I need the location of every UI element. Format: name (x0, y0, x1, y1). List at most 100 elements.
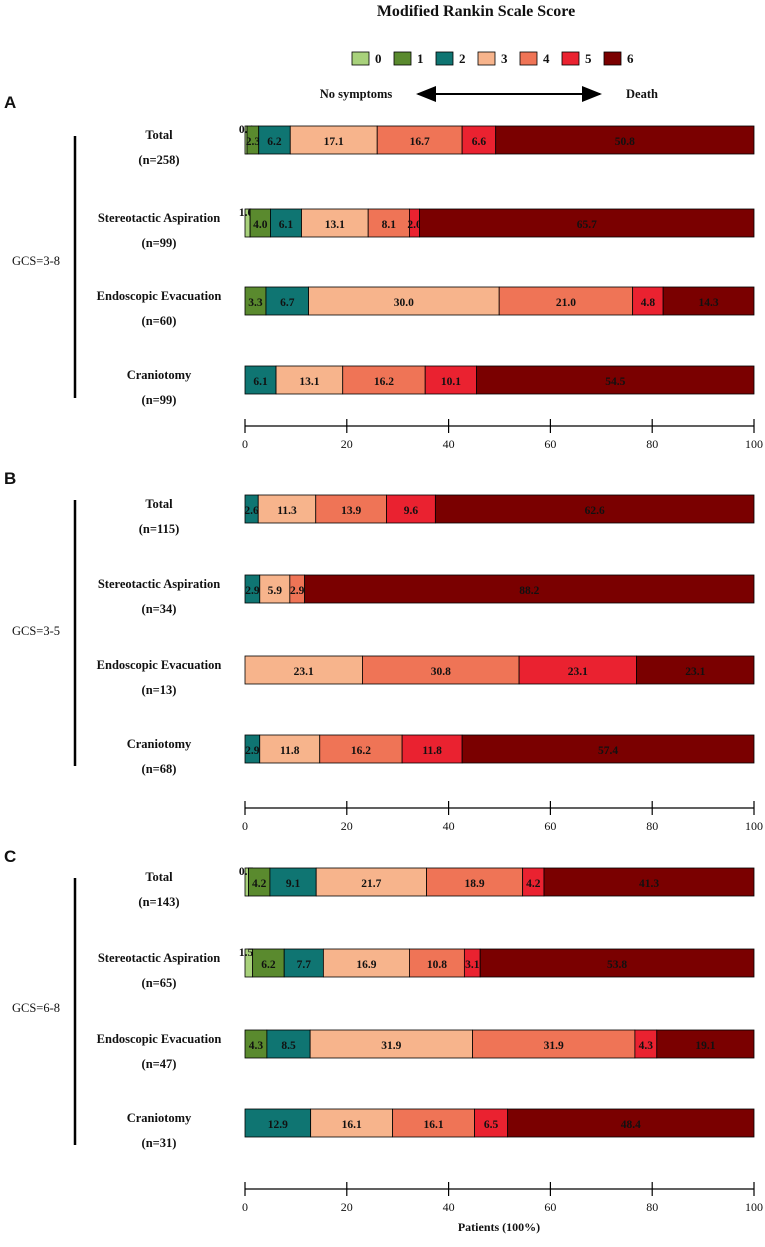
bar-value-label: 9.1 (286, 878, 301, 890)
bar-segment-mrs-2 (244, 1108, 312, 1138)
bar-segment-mrs-4 (409, 948, 465, 978)
bar-value-label: 16.2 (374, 376, 394, 388)
group-label: GCS=3-8 (12, 254, 60, 268)
bar-segment-mrs-6 (461, 734, 755, 764)
bar-value-label: 6.1 (279, 219, 294, 231)
bar-segment-mrs-2 (269, 867, 317, 897)
bar-value-label: 2.9 (245, 745, 260, 757)
bar-segment-mrs-5 (518, 655, 637, 685)
bar-value-label: 4.2 (252, 878, 267, 890)
bar-value-label: 2.3 (246, 136, 261, 148)
x-tick-label: 20 (341, 1200, 353, 1214)
legend-label-4: 4 (543, 51, 550, 66)
bar-segment-mrs-6 (495, 125, 755, 155)
bar-segment-mrs-2 (270, 208, 302, 238)
row-label-name: Stereotactic Aspiration (98, 577, 220, 591)
bar-value-label: 31.9 (544, 1040, 564, 1052)
bar-segment-mrs-6 (476, 365, 755, 395)
legend-swatch-2 (435, 51, 454, 66)
row-label-name: Stereotactic Aspiration (98, 951, 220, 965)
bar-row: Craniotomy (n=68) 2.9 11.8 16.2 11.8 57.4 (127, 734, 755, 776)
bar-value-label: 9.6 (404, 505, 419, 517)
panel-letter-B: B (4, 469, 16, 488)
bar-value-label: 48.4 (621, 1119, 641, 1131)
bar-value-label: 6.6 (472, 136, 487, 148)
x-tick-label: 60 (544, 437, 556, 451)
bar-value-label: 13.1 (325, 219, 345, 231)
legend-label-5: 5 (585, 51, 592, 66)
bar-value-label: 2.9 (290, 585, 305, 597)
row-label-n: (n=65) (142, 976, 177, 990)
bar-value-label: 16.9 (356, 959, 376, 971)
bar-value-label: 30.8 (431, 666, 451, 678)
row-label-n: (n=47) (142, 1057, 177, 1071)
legend-label-3: 3 (501, 51, 508, 66)
bar-segment-mrs-6 (543, 867, 755, 897)
bar-value-label: 30.0 (394, 297, 414, 309)
x-axis: 0 20 40 60 80 100 (242, 1182, 763, 1214)
row-label-name: Craniotomy (127, 1111, 192, 1125)
legend-swatch-1 (393, 51, 412, 66)
x-tick-label: 80 (646, 437, 658, 451)
legend: 0 1 2 3 4 5 6 (351, 51, 634, 66)
direction-label-left: No symptoms (320, 87, 393, 101)
bar-value-label: 8.5 (281, 1040, 296, 1052)
bar-value-label: 7.7 (297, 959, 312, 971)
row-label-n: (n=99) (142, 236, 177, 250)
bar-segment-mrs-6 (507, 1108, 755, 1138)
bar-segment-mrs-6 (434, 494, 755, 524)
bar-segment-mrs-3 (275, 365, 344, 395)
bar-segment-mrs-2 (283, 948, 324, 978)
bar-segment-mrs-4 (426, 867, 524, 897)
bar-segment-mrs-4 (319, 734, 403, 764)
x-tick-label: 80 (646, 819, 658, 833)
row-label-n: (n=99) (142, 393, 177, 407)
bar-value-label: 16.7 (410, 136, 430, 148)
bar-row: Endoscopic Evacuation (n=47) 4.3 8.5 31.9 31.… (97, 1029, 755, 1071)
bar-value-label: 2.0 (407, 219, 422, 231)
bar-value-label: 6.2 (261, 959, 276, 971)
bar-value-label: 17.1 (324, 136, 344, 148)
bar-row: Craniotomy (n=99) 6.1 13.1 16.2 10.1 54.5 (127, 365, 755, 407)
chart-title: Modified Rankin Scale Score (377, 3, 575, 20)
bar-row: Craniotomy (n=31) 12.9 16.1 16.1 6.5 48.4 (127, 1108, 755, 1150)
bar-segment-mrs-4 (392, 1108, 475, 1138)
bar-value-label: 53.8 (607, 959, 627, 971)
bar-value-label: 4.3 (249, 1040, 264, 1052)
bar-value-label: 6.2 (267, 136, 282, 148)
row-label-n: (n=31) (142, 1136, 177, 1150)
row-label-n: (n=13) (142, 683, 177, 697)
group-label: GCS=6-8 (12, 1001, 60, 1015)
bar-row: Endoscopic Evacuation (n=13) 23.1 30.8 23.1 2… (97, 655, 755, 697)
legend-label-2: 2 (459, 51, 466, 66)
bar-value-label: 16.1 (342, 1119, 362, 1131)
x-tick-label: 100 (745, 1200, 763, 1214)
legend-swatch-3 (477, 51, 496, 66)
bar-segment-mrs-6 (419, 208, 755, 238)
legend-label-1: 1 (417, 51, 424, 66)
bar-segment-mrs-5 (632, 286, 664, 316)
bar-value-label: 6.7 (280, 297, 295, 309)
bar-segment-mrs-6 (304, 574, 755, 604)
legend-swatch-6 (603, 51, 622, 66)
bar-value-label: 2.6 (244, 505, 259, 517)
bar-value-label: 14.3 (698, 297, 718, 309)
bar-value-label: 8.1 (382, 219, 397, 231)
x-tick-label: 40 (443, 1200, 455, 1214)
bar-segment-mrs-2 (244, 365, 277, 395)
row-label-name: Craniotomy (127, 368, 192, 382)
bar-segment-mrs-3 (289, 125, 378, 155)
bar-value-label: 6.5 (484, 1119, 499, 1131)
bar-segment-mrs-5 (461, 125, 497, 155)
bar-segment-mrs-4 (342, 365, 426, 395)
bar-value-label: 13.9 (341, 505, 361, 517)
legend-label-6: 6 (627, 51, 634, 66)
bar-value-label: 23.1 (568, 666, 588, 678)
row-label-n: (n=115) (139, 522, 179, 536)
bar-segment-mrs-4 (362, 655, 520, 685)
row-label-n: (n=68) (142, 762, 177, 776)
bar-value-label: 16.2 (351, 745, 371, 757)
bar-segment-mrs-2 (266, 1029, 311, 1059)
